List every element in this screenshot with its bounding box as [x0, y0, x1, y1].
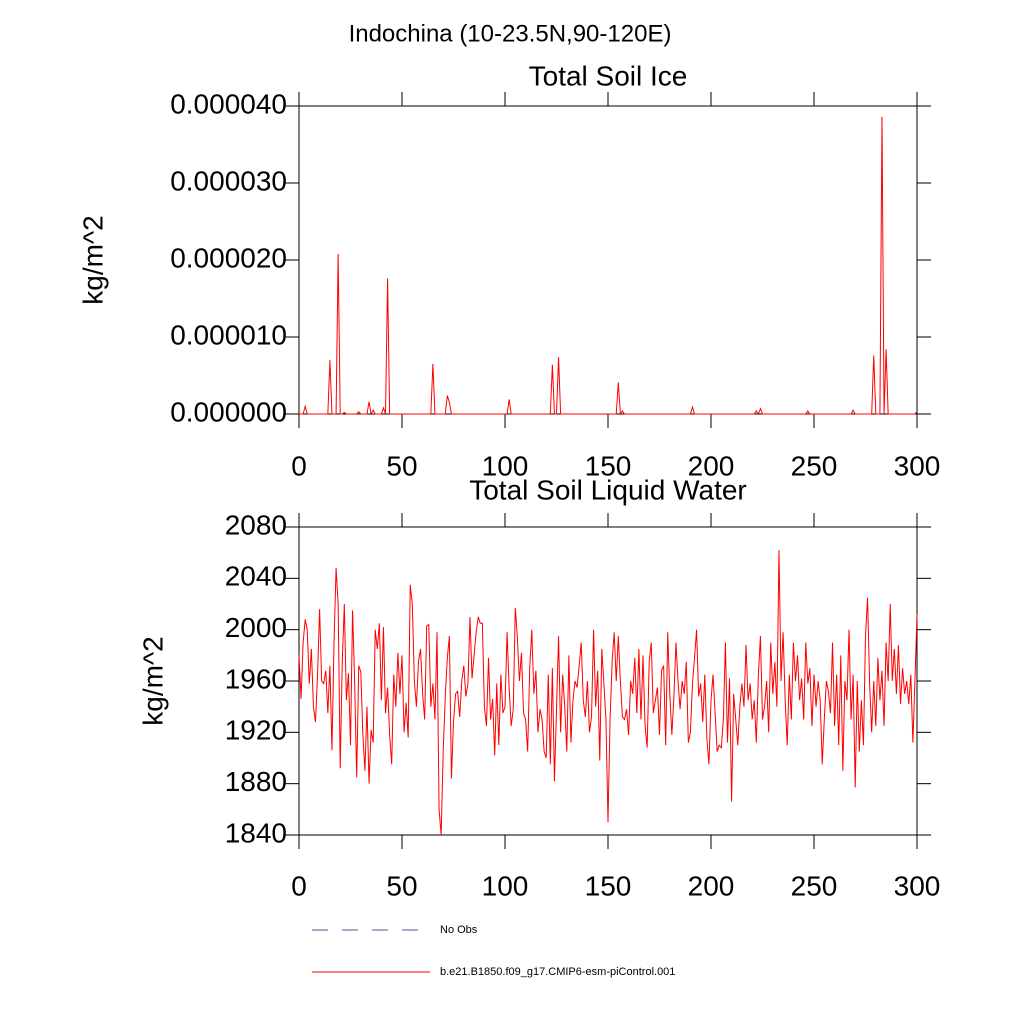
y-axis-label: kg/m^2 [137, 636, 168, 725]
x-tick-label: 50 [386, 450, 417, 481]
x-tick-label: 100 [482, 450, 529, 481]
suptitle: Indochina (10-23.5N,90-120E) [349, 20, 672, 47]
legend-label: b.e21.B1850.f09_g17.CMIP6-esm-piControl.… [440, 966, 675, 978]
y-axis-label: kg/m^2 [77, 215, 108, 304]
chart-title: Total Soil Liquid Water [469, 474, 747, 505]
y-tick-label: 2040 [225, 561, 287, 592]
y-tick-label: 1960 [225, 663, 287, 694]
y-tick-label: 1920 [225, 715, 287, 746]
y-tick-label: 0.000030 [170, 165, 287, 196]
y-tick-label: 0.000040 [170, 88, 287, 119]
data-line [298, 550, 918, 836]
chart-title: Total Soil Ice [529, 60, 688, 91]
x-tick-label: 150 [585, 870, 632, 901]
y-tick-label: 0.000010 [170, 319, 287, 350]
x-tick-label: 200 [688, 870, 735, 901]
plot-frame [298, 105, 918, 415]
y-tick-label: 0.000000 [170, 396, 287, 427]
x-tick-label: 300 [894, 450, 941, 481]
y-tick-label: 2000 [225, 612, 287, 643]
x-tick-label: 250 [791, 870, 838, 901]
data-line [299, 116, 918, 416]
x-tick-label: 0 [291, 870, 307, 901]
x-tick-label: 50 [386, 870, 417, 901]
y-tick-label: 1880 [225, 766, 287, 797]
y-tick-label: 1840 [225, 817, 287, 848]
x-tick-label: 300 [894, 870, 941, 901]
x-tick-label: 100 [482, 870, 529, 901]
x-tick-label: 250 [791, 450, 838, 481]
x-tick-label: 0 [291, 450, 307, 481]
x-tick-label: 200 [688, 450, 735, 481]
legend-label: No Obs [440, 924, 478, 936]
x-tick-label: 150 [585, 450, 632, 481]
y-tick-label: 2080 [225, 509, 287, 540]
y-tick-label: 0.000020 [170, 242, 287, 273]
plot-frame [298, 526, 918, 836]
